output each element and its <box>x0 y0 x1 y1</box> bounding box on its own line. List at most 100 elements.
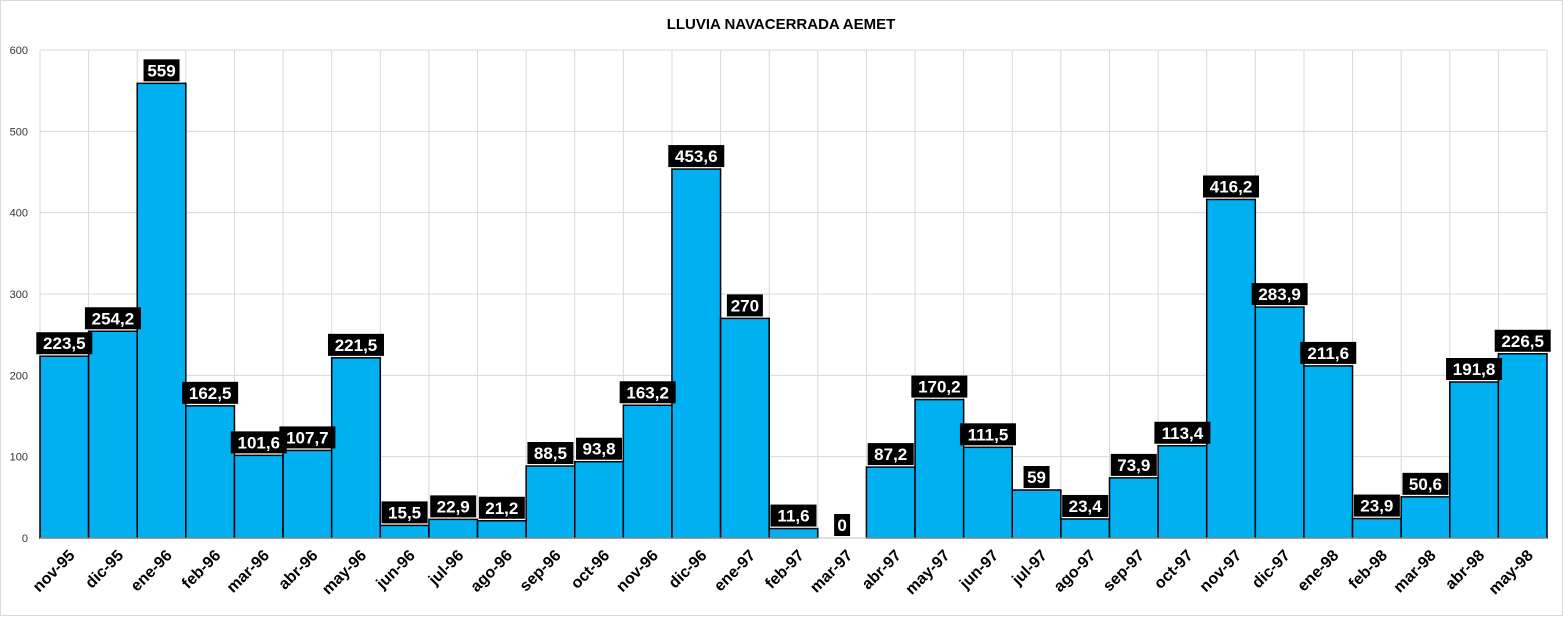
data-label-text: 15,5 <box>388 503 421 522</box>
data-label: 21,2 <box>478 496 525 519</box>
data-label-bg <box>182 381 239 404</box>
data-label-bg <box>279 426 336 449</box>
data-label-text: 73,9 <box>1117 456 1150 475</box>
data-label: 50,6 <box>1402 472 1449 495</box>
data-label: 113,4 <box>1154 421 1211 444</box>
data-label-bg <box>1203 175 1260 198</box>
bar <box>428 518 479 539</box>
bar <box>233 454 284 539</box>
y-tick-label: 100 <box>10 452 28 464</box>
bar <box>962 446 1014 539</box>
data-label-text: 59 <box>1027 468 1046 487</box>
bar <box>1108 477 1159 539</box>
data-label-bg <box>381 501 428 524</box>
data-label-bg <box>478 496 525 519</box>
data-label-text: 11,6 <box>777 507 809 526</box>
data-label-bg <box>576 437 623 460</box>
data-label: 15,5 <box>381 501 428 524</box>
data-label: 163,2 <box>619 381 676 404</box>
y-tick-label: 0 <box>22 533 28 545</box>
data-label-text: 23,4 <box>1069 497 1103 516</box>
data-label-text: 162,5 <box>189 384 232 403</box>
data-label-bg <box>911 375 968 398</box>
data-label-bg <box>1062 494 1109 517</box>
bar <box>136 82 187 539</box>
y-tick-label: 400 <box>10 208 28 220</box>
data-label-bg <box>726 294 763 317</box>
data-label-bg <box>867 443 914 466</box>
data-label: 23,4 <box>1062 494 1109 517</box>
data-label-bg <box>1402 472 1449 495</box>
data-label-bg <box>959 423 1016 446</box>
data-label: 223,5 <box>36 332 93 355</box>
data-label: 107,7 <box>279 426 336 449</box>
bar <box>1157 445 1208 539</box>
data-label: 283,9 <box>1251 283 1308 306</box>
data-label: 170,2 <box>911 375 968 398</box>
data-label-bg <box>1110 453 1157 476</box>
data-label: 87,2 <box>867 443 914 466</box>
data-label: 270 <box>726 294 763 317</box>
data-label: 211,6 <box>1300 341 1357 364</box>
bar <box>865 466 916 539</box>
data-label-text: 453,6 <box>675 147 718 166</box>
bar <box>1497 353 1548 539</box>
data-label-text: 211,6 <box>1307 344 1349 363</box>
data-label-bg <box>1300 341 1357 364</box>
data-label-bg <box>430 495 477 518</box>
data-label-text: 163,2 <box>626 383 669 402</box>
bar <box>525 465 576 539</box>
data-label-text: 87,2 <box>874 445 907 464</box>
data-label-bg <box>668 145 725 168</box>
bar <box>39 355 90 539</box>
bar <box>87 330 138 539</box>
data-label-bg <box>1154 421 1211 444</box>
bar <box>671 168 722 539</box>
data-label-text: 21,2 <box>485 499 518 518</box>
data-label-text: 191,8 <box>1453 360 1496 379</box>
data-label: 254,2 <box>84 307 141 330</box>
data-label-text: 270 <box>731 296 759 315</box>
data-label-text: 111,5 <box>968 425 1009 444</box>
data-label: 226,5 <box>1494 329 1551 352</box>
bar <box>379 524 430 539</box>
bar <box>185 405 236 539</box>
data-label-text: 0 <box>837 516 846 535</box>
bar <box>330 357 382 539</box>
data-label: 22,9 <box>430 495 477 518</box>
bar <box>1449 381 1500 539</box>
data-label-text: 50,6 <box>1409 475 1442 494</box>
data-label: 111,5 <box>959 423 1016 446</box>
data-label-text: 23,9 <box>1360 497 1393 516</box>
data-label: 93,8 <box>576 437 623 460</box>
data-label-text: 170,2 <box>918 378 961 397</box>
data-label-text: 113,4 <box>1162 424 1204 443</box>
y-tick-label: 200 <box>10 370 28 382</box>
data-label-text: 283,9 <box>1258 285 1301 304</box>
data-label-text: 559 <box>147 61 175 80</box>
data-label-text: 221,5 <box>335 336 378 355</box>
data-label: 162,5 <box>182 381 239 404</box>
data-label-bg <box>143 59 180 82</box>
bar <box>768 527 819 539</box>
data-label-text: 254,2 <box>92 309 135 328</box>
data-label-bg <box>327 333 384 356</box>
data-label-text: 226,5 <box>1501 332 1544 351</box>
bar <box>282 449 333 539</box>
data-label: 23,9 <box>1353 494 1400 517</box>
data-label: 88,5 <box>527 442 574 465</box>
data-label-bg <box>230 431 287 454</box>
data-label-bg <box>1251 283 1308 306</box>
bar <box>1351 517 1402 539</box>
data-label-bg <box>834 514 851 536</box>
bar <box>1254 306 1305 539</box>
data-label-bg <box>84 307 141 330</box>
y-tick-label: 500 <box>10 126 28 138</box>
y-tick-label: 300 <box>10 289 28 301</box>
data-label-bg <box>1446 358 1503 381</box>
bar <box>1011 489 1062 539</box>
y-tick-label: 600 <box>10 45 28 57</box>
data-label: 73,9 <box>1110 453 1157 476</box>
chart-title: LLUVIA NAVACERRADA AEMET <box>667 16 896 33</box>
